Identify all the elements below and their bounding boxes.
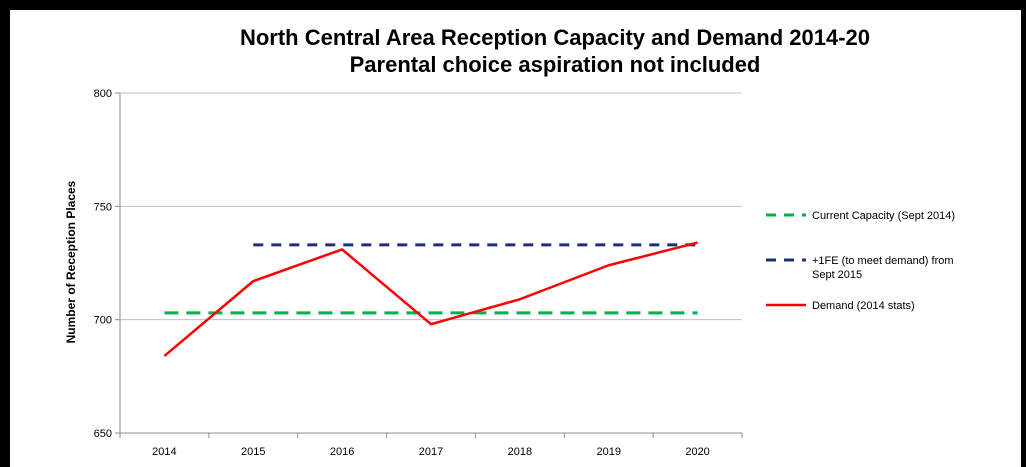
legend-label: Demand (2014 stats) [812, 300, 915, 312]
y-tick-label: 750 [94, 201, 112, 213]
y-tick-label: 650 [94, 428, 112, 440]
y-axis-label: Number of Reception Places [64, 180, 78, 343]
gridlines [120, 92, 742, 434]
x-tick-label: 2016 [330, 446, 354, 458]
x-tick-label: 2019 [596, 446, 620, 458]
axes [115, 92, 743, 438]
series-lines [163, 241, 698, 357]
legend-label: Sept 2015 [812, 269, 862, 281]
series-line-demand-2014-stats [163, 241, 698, 357]
y-tick-labels: 650 700 750 800 [94, 88, 112, 440]
legend-label: +1FE (to meet demand) from [812, 255, 954, 267]
y-tick-label: 700 [94, 315, 112, 327]
x-tick-label: 2015 [241, 446, 265, 458]
x-tick-label: 2017 [419, 446, 443, 458]
x-tick-label: 2018 [508, 446, 532, 458]
x-tick-label: 2020 [685, 446, 709, 458]
legend-label: Current Capacity (Sept 2014) [812, 210, 955, 222]
legend: Current Capacity (Sept 2014) +1FE (to mee… [766, 210, 955, 312]
chart-subtitle: Parental choice aspiration not included [350, 52, 761, 77]
y-tick-label: 800 [94, 88, 112, 100]
chart-title: North Central Area Reception Capacity an… [240, 25, 870, 50]
x-tick-label: 2014 [152, 446, 176, 458]
x-tick-labels: 2014 2015 2016 2017 2018 2019 2020 [152, 446, 710, 458]
